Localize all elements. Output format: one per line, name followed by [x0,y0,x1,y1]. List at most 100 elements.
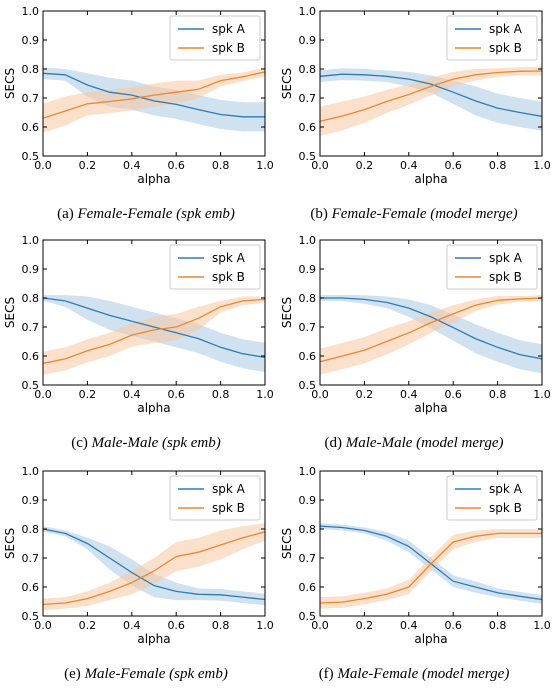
x-tick-label: 1.0 [256,619,274,632]
y-tick-label: 0.6 [299,350,317,363]
legend-label-spk-a: spk A [212,251,246,265]
x-tick-label: 0.0 [34,159,52,172]
caption-title: Male-Female (model merge) [337,666,510,682]
line-spk-a [42,297,266,359]
line-spk-b [42,71,266,119]
x-tick-label: 0.2 [79,159,97,172]
band-spk-b [320,66,542,136]
x-tick-label: 0.8 [212,159,230,172]
x-axis-label: alpha [414,172,447,186]
caption-label: (b) [310,206,332,222]
band-spk-b [43,296,265,375]
x-tick-label: 0.6 [444,619,462,632]
y-tick-label: 0.5 [22,379,40,392]
x-tick-label: 0.4 [123,619,141,632]
x-tick-label: 0.2 [356,619,374,632]
band-spk-a [320,295,542,374]
y-axis-label: SECS [280,68,294,99]
x-tick-label: 0.2 [79,388,97,401]
caption-label: (d) [324,435,346,451]
band-spk-b [43,67,265,133]
y-tick-label: 1.0 [22,234,40,247]
legend: spk A spk B [446,475,538,521]
x-tick-label: 0.2 [356,159,374,172]
y-tick-label: 0.5 [299,150,317,163]
subfigure-caption-b: (b) Female-Female (model merge) [276,206,552,223]
y-axis-label: SECS [280,528,294,559]
legend-label-spk-b: spk B [212,41,245,55]
x-tick-label: 0.4 [123,159,141,172]
chart-panel-b: 0.0 0.2 0.4 0.6 0.8 1.0 0.5 0.6 0.7 0.8 0.9 1.0 alph… [280,5,551,186]
y-tick-label: 0.6 [22,121,40,134]
x-tick-label: 0.0 [311,388,329,401]
line-spk-a [42,528,266,601]
chart-panel-c: 0.0 0.2 0.4 0.6 0.8 1.0 0.5 0.6 0.7 0.8 0.9 1.0 alph… [3,234,274,415]
y-tick-label: 1.0 [299,5,317,18]
legend-box [169,244,261,290]
subfigure-caption-f: (f) Male-Female (model merge) [276,666,552,683]
x-tick-label: 1.0 [256,388,274,401]
y-tick-label: 0.9 [22,494,40,507]
chart-panel-e: 0.0 0.2 0.4 0.6 0.8 1.0 0.5 0.6 0.7 0.8 0.9 1.0 alph… [3,465,274,646]
x-tick-label: 0.0 [34,619,52,632]
y-tick-label: 0.9 [22,34,40,47]
x-tick-label: 0.8 [489,619,507,632]
line-spk-a [42,72,265,118]
plot-frame [319,470,543,617]
legend-label-spk-a: spk A [212,22,246,36]
legend-box [446,475,538,521]
y-tick-label: 0.8 [299,523,317,536]
x-tick-label: 0.6 [444,388,462,401]
y-tick-label: 0.8 [299,292,317,305]
plot-frame [42,470,266,617]
y-tick-label: 0.8 [22,292,40,305]
chart-panel-f: 0.0 0.2 0.4 0.6 0.8 1.0 0.5 0.6 0.7 0.8 0.9 1.0 alph… [280,465,551,646]
y-tick-label: 0.6 [22,350,40,363]
x-tick-label: 0.6 [167,619,185,632]
y-tick-label: 1.0 [22,465,40,478]
caption-title: Male-Male (model merge) [345,435,504,451]
caption-title: Male-Male (spk emb) [91,435,221,451]
caption-label: (f) [318,666,338,682]
x-tick-label: 0.8 [212,619,230,632]
y-tick-label: 0.5 [22,610,40,623]
caption-label: (e) [64,666,85,682]
legend: spk A spk B [446,15,538,61]
legend-label-spk-b: spk B [489,41,522,55]
caption-title: Female-Female (spk emb) [77,206,235,222]
x-tick-label: 0.8 [212,388,230,401]
caption-title: Female-Female (model merge) [331,206,518,222]
y-tick-label: 0.9 [299,494,317,507]
x-axis-label: alpha [137,401,170,415]
y-tick-label: 1.0 [299,234,317,247]
legend-label-spk-a: spk A [489,251,523,265]
x-tick-label: 0.6 [444,159,462,172]
legend-label-spk-a: spk A [489,482,523,496]
y-tick-label: 1.0 [22,5,40,18]
band-spk-a [43,526,265,606]
x-tick-label: 0.4 [400,388,418,401]
line-spk-a [319,73,543,117]
y-tick-label: 0.7 [299,321,317,334]
legend: spk A spk B [169,15,261,61]
plot-frame [319,10,543,157]
x-tick-label: 0.4 [123,388,141,401]
y-tick-label: 0.5 [299,610,317,623]
x-tick-label: 0.6 [167,159,185,172]
y-tick-label: 0.9 [299,34,317,47]
legend-box [169,475,261,521]
x-tick-label: 0.8 [489,159,507,172]
caption-label: (a) [57,206,78,222]
legend-label-spk-b: spk B [489,501,522,515]
y-axis-label: SECS [3,68,17,99]
legend-label-spk-b: spk B [212,501,245,515]
line-spk-b [319,70,543,122]
y-tick-label: 0.7 [22,321,40,334]
legend-box [446,15,538,61]
subfigure-caption-a: (a) Female-Female (spk emb) [8,206,284,223]
x-tick-label: 1.0 [256,159,274,172]
y-tick-label: 0.8 [299,63,317,76]
x-tick-label: 0.0 [311,619,329,632]
y-tick-label: 0.7 [299,552,317,565]
